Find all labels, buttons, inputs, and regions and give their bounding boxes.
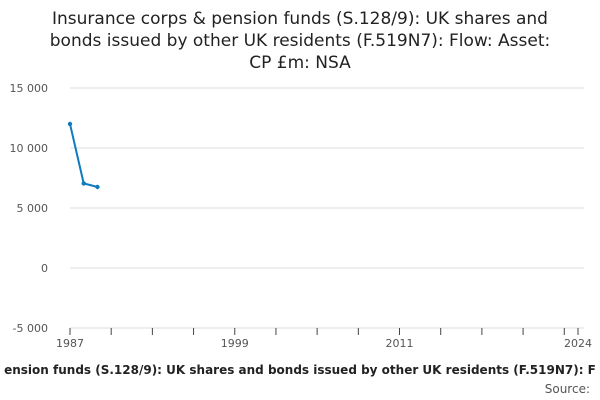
source-label: Source: bbox=[545, 382, 590, 396]
chart-title: Insurance corps & pension funds (S.128/9… bbox=[50, 9, 550, 73]
data-point[interactable] bbox=[95, 184, 100, 190]
y-tick-label: 0 bbox=[41, 262, 48, 275]
chart-title-line-3: CP £m: NSA bbox=[249, 53, 351, 73]
y-tick-label: -5 000 bbox=[13, 322, 48, 335]
y-tick-label: 15 000 bbox=[10, 82, 49, 95]
series-line bbox=[69, 123, 98, 188]
chart-title-line-1: Insurance corps & pension funds (S.128/9… bbox=[52, 9, 548, 29]
x-tick-label: 2024 bbox=[564, 337, 592, 350]
gridlines bbox=[70, 87, 584, 329]
x-axis: 1987 1999 2011 2024 bbox=[56, 328, 592, 350]
x-axis-label: ension funds (S.128/9): UK shares and bo… bbox=[4, 363, 596, 377]
y-axis: 15 000 10 000 5 000 0 -5 000 bbox=[10, 82, 49, 335]
y-tick-label: 5 000 bbox=[17, 202, 49, 215]
x-tick-label: 1987 bbox=[56, 337, 84, 350]
x-tick-label: 1999 bbox=[221, 337, 249, 350]
data-point[interactable] bbox=[81, 181, 86, 186]
data-point[interactable] bbox=[67, 121, 73, 127]
y-tick-label: 10 000 bbox=[10, 142, 49, 155]
x-tick-label: 2011 bbox=[386, 337, 414, 350]
series-layer bbox=[67, 121, 100, 190]
chart-title-line-2: bonds issued by other UK residents (F.51… bbox=[50, 31, 550, 51]
